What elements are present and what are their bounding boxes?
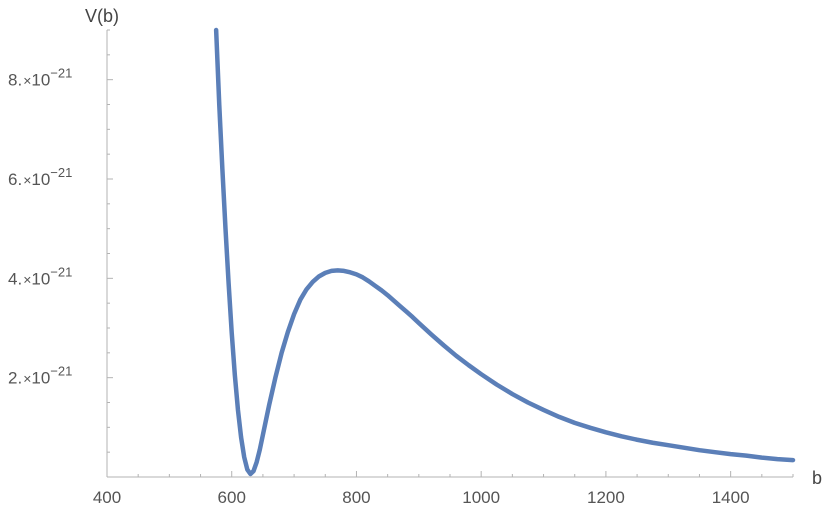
x-axis-label: b xyxy=(812,468,822,488)
y-tick-times: × xyxy=(23,172,31,188)
y-tick-exponent: −21 xyxy=(50,66,72,81)
y-tick-exponent: −21 xyxy=(50,264,72,279)
x-tick-label: 1400 xyxy=(712,488,750,507)
y-tick-mantissa: 4. xyxy=(8,269,22,288)
y-tick-times: × xyxy=(23,73,31,89)
x-tick-label: 800 xyxy=(342,488,370,507)
x-ticks: 400 600 800 1000 1200 1400 xyxy=(93,471,750,507)
y-tick-base: 10 xyxy=(31,369,50,388)
y-tick-times: × xyxy=(23,371,31,387)
y-tick-base: 10 xyxy=(31,71,50,90)
y-axis-label: V(b) xyxy=(85,6,119,26)
y-tick-mantissa: 6. xyxy=(8,170,22,189)
x-tick-label: 600 xyxy=(218,488,246,507)
x-tick-label: 1200 xyxy=(587,488,625,507)
axes xyxy=(106,30,793,478)
y-tick-mantissa: 2. xyxy=(8,369,22,388)
x-tick-label: 1000 xyxy=(462,488,500,507)
y-tick-times: × xyxy=(23,271,31,287)
y-tick-label: 4.×10−21 xyxy=(8,264,72,288)
y-tick-mantissa: 8. xyxy=(8,71,22,90)
minor-ticks xyxy=(107,29,794,477)
x-tick-label: 400 xyxy=(93,488,121,507)
series-group xyxy=(213,27,796,477)
y-tick-exponent: −21 xyxy=(50,165,72,180)
y-tick-base: 10 xyxy=(31,170,50,189)
y-tick-label: 2.×10−21 xyxy=(8,364,72,388)
y-tick-base: 10 xyxy=(31,269,50,288)
y-tick-label: 6.×10−21 xyxy=(8,165,72,189)
y-ticks: 2.×10−214.×10−216.×10−218.×10−21 xyxy=(8,66,113,388)
y-tick-exponent: −21 xyxy=(50,364,72,379)
series-line-0 xyxy=(213,27,796,477)
y-tick-label: 8.×10−21 xyxy=(8,66,72,90)
